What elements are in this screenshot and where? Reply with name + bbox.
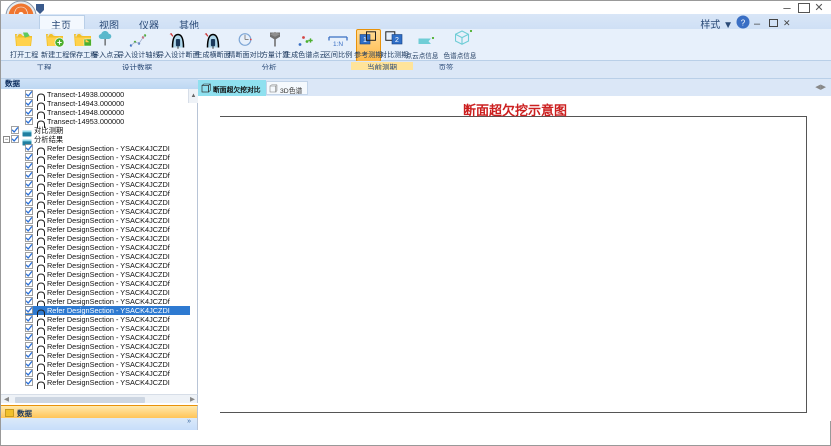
svg-text:1:N: 1:N xyxy=(333,41,343,47)
svg-text:2: 2 xyxy=(395,37,399,44)
svg-text:?: ? xyxy=(741,19,746,28)
